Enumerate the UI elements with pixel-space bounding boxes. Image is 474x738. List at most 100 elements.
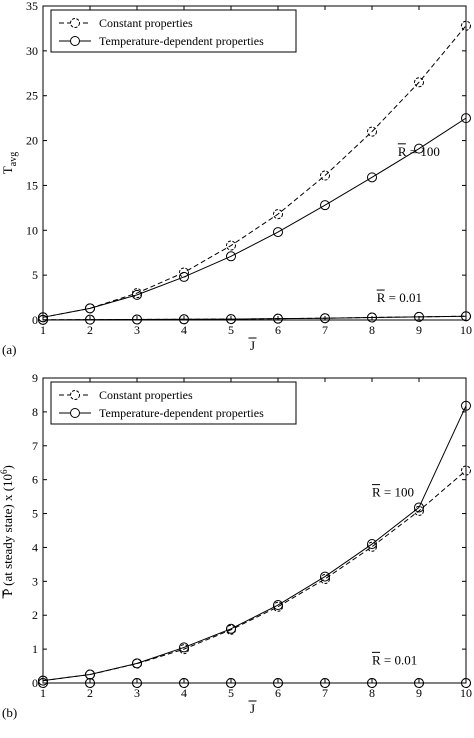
x-tick-label: 9 <box>416 686 422 700</box>
data-point <box>367 312 377 323</box>
x-tick-label: 7 <box>322 686 328 700</box>
data-point <box>132 289 142 300</box>
x-tick-label: 2 <box>87 323 93 337</box>
data-point <box>226 240 236 251</box>
data-point <box>179 314 189 325</box>
data-point <box>414 678 424 688</box>
y-axis-label: P (at steady state) x (106) <box>0 465 15 596</box>
y-axis-label-subscript: avg <box>8 152 19 166</box>
data-point <box>273 313 283 324</box>
y-tick-label: 6 <box>32 473 38 487</box>
x-axis-label: J <box>250 338 255 353</box>
x-tick-label: 5 <box>228 323 234 337</box>
data-point <box>461 113 471 124</box>
y-tick-label: 0 <box>32 676 38 690</box>
data-point <box>179 271 189 282</box>
data-point <box>85 669 95 680</box>
data-point <box>132 658 142 669</box>
data-point <box>367 172 377 183</box>
series-line <box>42 470 467 682</box>
y-tick-label: 10 <box>26 223 38 237</box>
legend-swatch-marker <box>70 408 80 418</box>
data-point <box>273 600 283 611</box>
data-point <box>273 209 283 220</box>
series-1 <box>38 400 471 686</box>
series-line <box>42 405 467 682</box>
series-3 <box>38 678 471 688</box>
data-point <box>226 251 236 262</box>
legend-swatch-marker <box>70 36 80 46</box>
data-point <box>132 314 142 325</box>
y-tick-label: 8 <box>32 405 38 419</box>
x-tick-label: 3 <box>134 323 140 337</box>
x-tick-label: 7 <box>322 323 328 337</box>
legend-label: Constant properties <box>99 16 193 30</box>
x-tick-label: 5 <box>228 686 234 700</box>
series-0 <box>38 20 471 323</box>
y-axis-label-end: ) <box>0 465 15 469</box>
y-tick-label: 35 <box>26 0 38 13</box>
data-point <box>320 571 330 582</box>
data-point <box>414 311 424 322</box>
data-point <box>367 126 377 137</box>
y-axis-label: Tavg <box>0 152 19 174</box>
series-line <box>42 25 467 318</box>
data-point <box>38 678 48 688</box>
y-axis-label-main: T <box>0 166 15 174</box>
y-tick-label: 25 <box>26 89 38 103</box>
data-point <box>414 143 424 154</box>
legend-label: Temperature-dependent properties <box>99 34 264 48</box>
data-point <box>461 465 471 476</box>
legend-swatch-marker <box>70 18 80 28</box>
y-tick-label: 9 <box>32 371 38 385</box>
x-tick-label: 10 <box>460 323 472 337</box>
annotation: R = 0.01 <box>372 652 417 667</box>
panel-label: (a) <box>2 342 16 357</box>
x-tick-label: 8 <box>369 323 375 337</box>
x-tick-label: 6 <box>275 686 281 700</box>
legend-label: Temperature-dependent properties <box>99 406 264 420</box>
data-point <box>85 678 95 688</box>
x-tick-label: 8 <box>369 686 375 700</box>
data-point <box>132 678 142 688</box>
data-point <box>273 678 283 688</box>
annotation: R = 100 <box>372 485 414 500</box>
data-point <box>414 502 424 513</box>
y-tick-label: 15 <box>26 178 38 192</box>
data-point <box>461 400 471 411</box>
data-point <box>38 314 48 325</box>
x-tick-label: 3 <box>134 686 140 700</box>
data-point <box>273 227 283 238</box>
chart-panel-a: 1 2 3 4 5 6 7 8 9 10 0 5 10 15 20 25 30 35 J Tavg R = 100 R =… <box>0 0 472 357</box>
y-tick-label: 30 <box>26 44 38 58</box>
y-tick-label: 2 <box>32 608 38 622</box>
series-line <box>42 117 467 318</box>
data-point <box>226 314 236 325</box>
data-point <box>320 678 330 688</box>
y-tick-label: 3 <box>32 574 38 588</box>
data-point <box>85 303 95 314</box>
data-point <box>38 312 48 323</box>
series-line <box>42 315 467 321</box>
data-point <box>179 678 189 688</box>
x-tick-label: 2 <box>87 686 93 700</box>
series-3 <box>38 311 471 325</box>
data-point <box>226 678 236 688</box>
x-tick-label: 6 <box>275 323 281 337</box>
plot-frame <box>42 5 467 321</box>
data-point <box>320 170 330 181</box>
y-tick-label: 1 <box>32 642 38 656</box>
data-point <box>367 678 377 688</box>
series-2 <box>38 311 471 325</box>
legend: Constant properties Temperature-dependent… <box>50 381 297 425</box>
data-point <box>320 200 330 211</box>
series-1 <box>38 113 471 323</box>
x-tick-label: 1 <box>40 323 46 337</box>
legend-label: Constant properties <box>99 388 193 402</box>
y-axis-label-superscript: 6 <box>0 469 9 474</box>
y-tick-label: 4 <box>32 540 38 554</box>
y-tick-label: 0 <box>32 313 38 327</box>
annotation: R = 100 <box>398 144 440 159</box>
